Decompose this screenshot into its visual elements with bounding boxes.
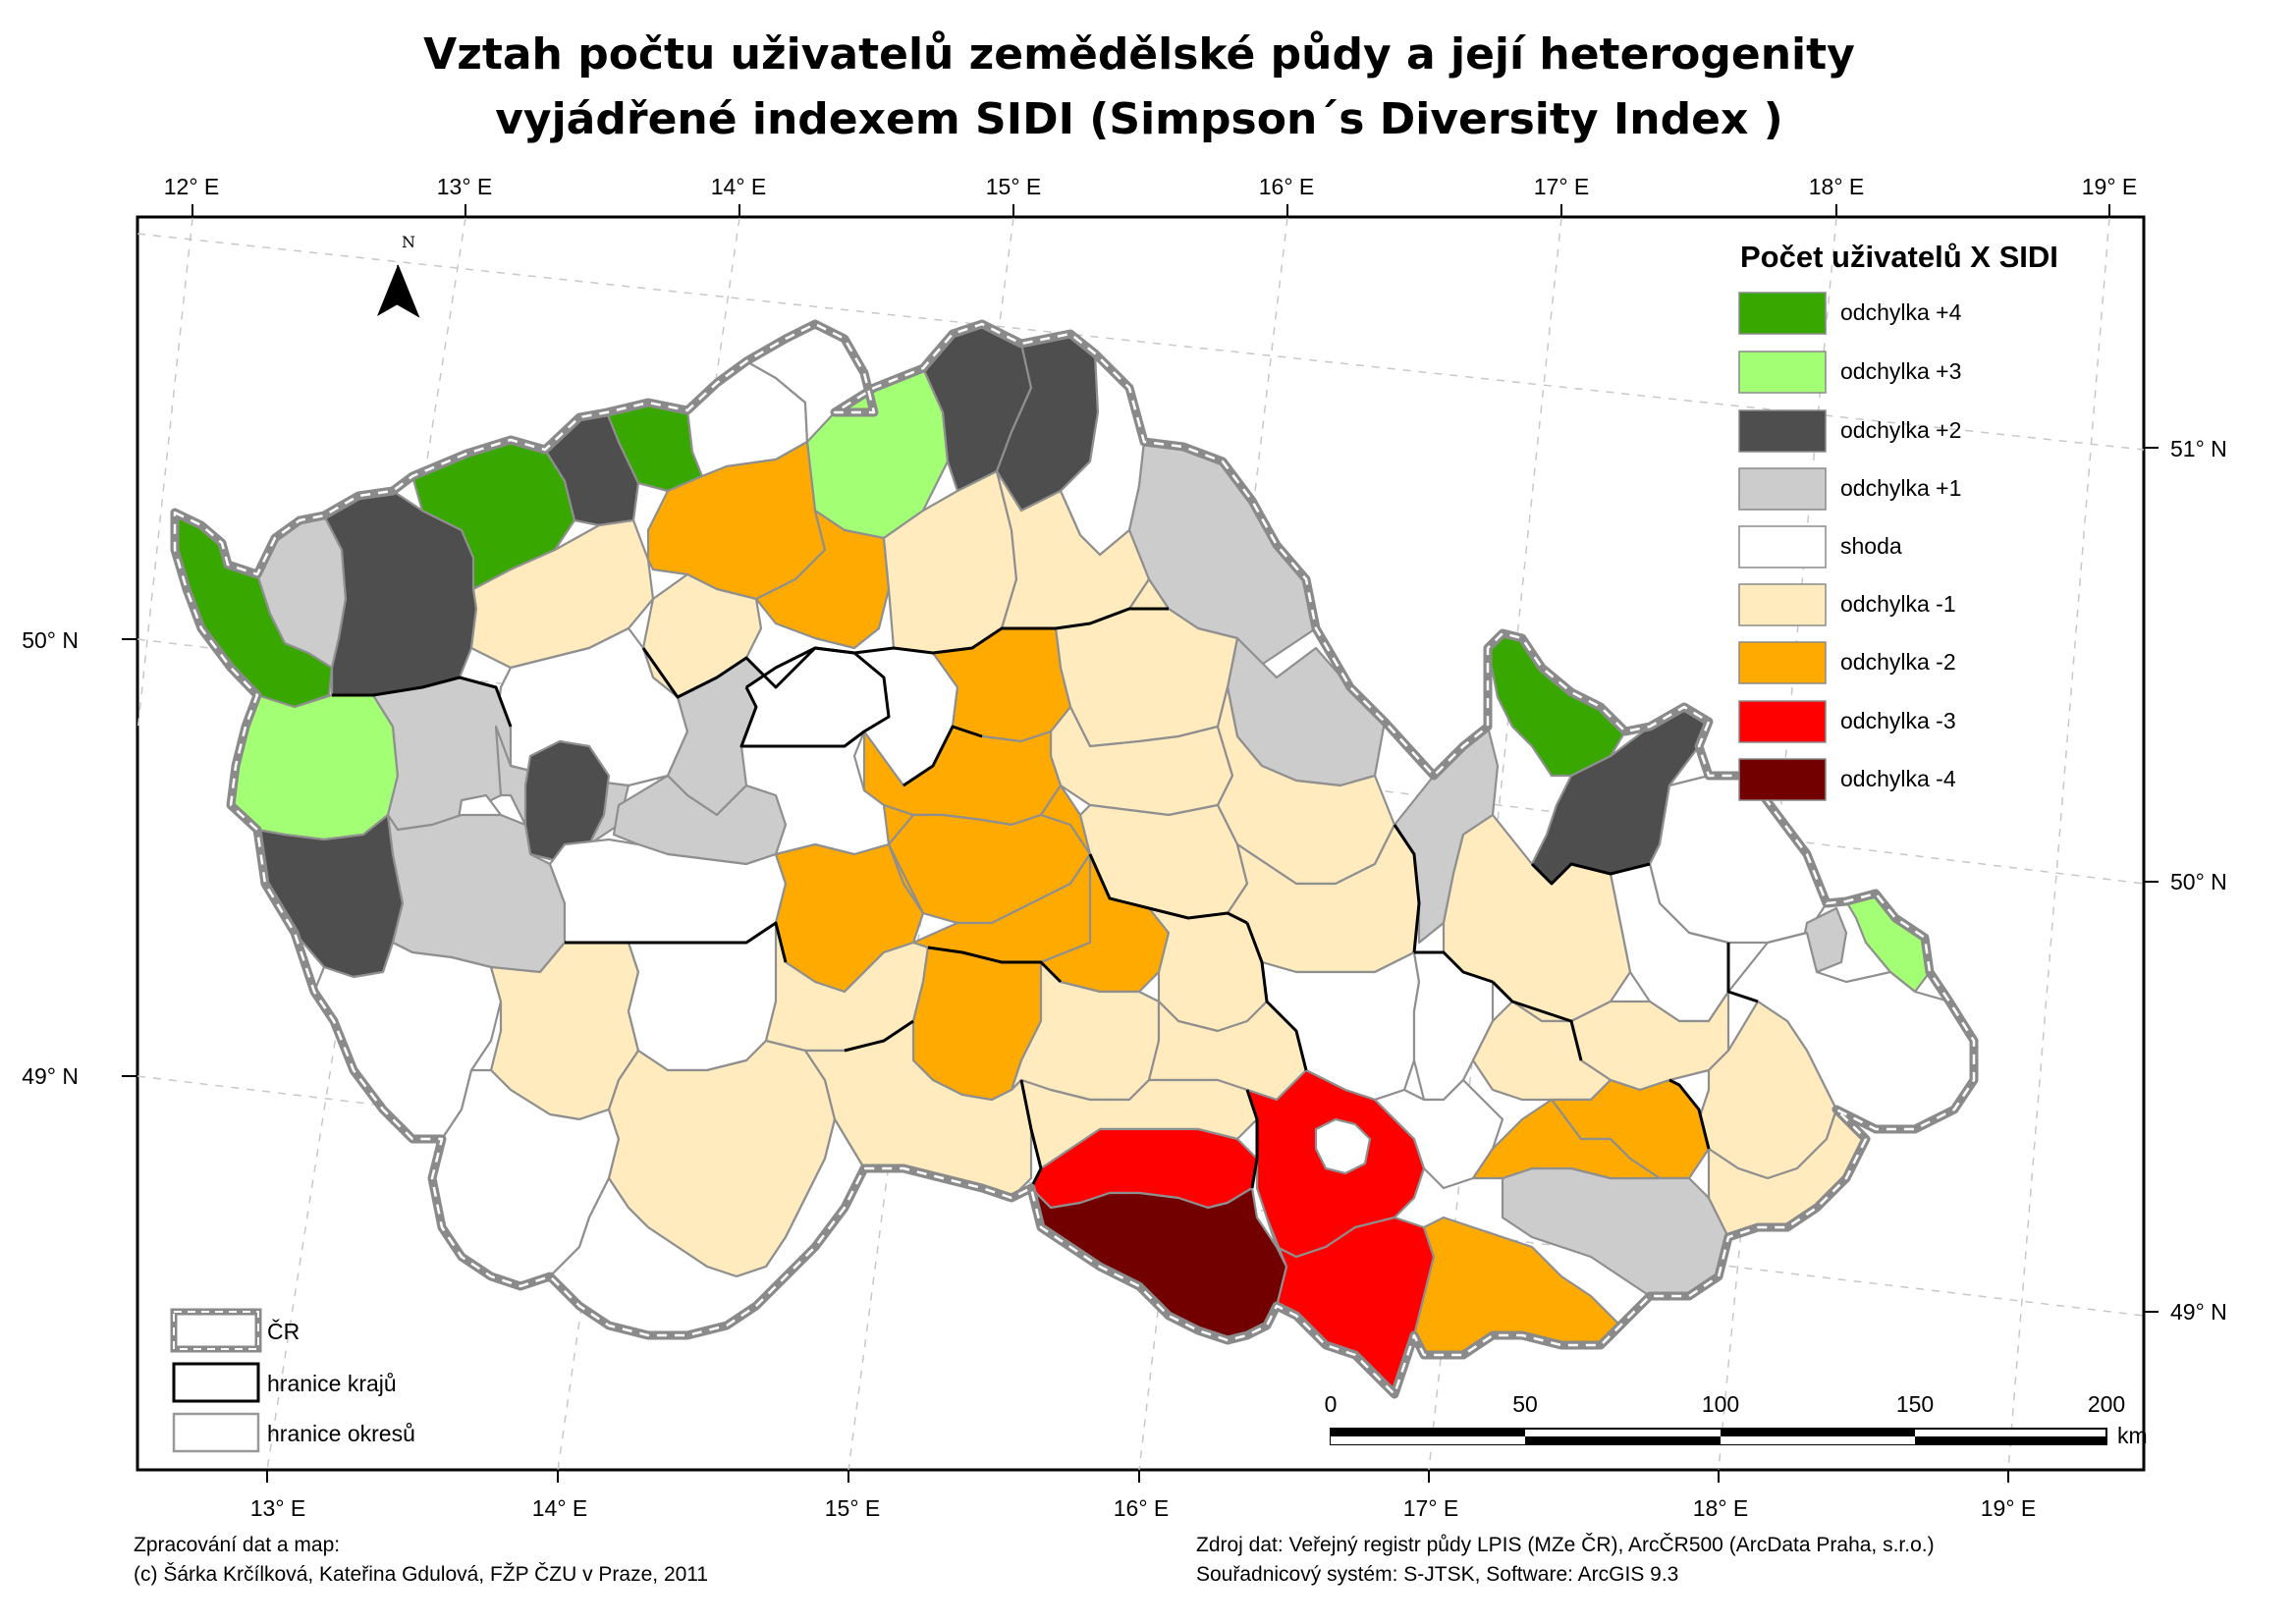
- legend-swatch: [1738, 641, 1827, 684]
- graticule-bottom-label: 14° E: [532, 1495, 588, 1521]
- graticule-top-label: 12° E: [164, 174, 220, 199]
- region-borders: [332, 607, 1759, 1189]
- graticule-top-ticks: [191, 204, 2110, 218]
- graticule-top-label: 17° E: [1534, 174, 1590, 199]
- legend-swatch: [1738, 409, 1827, 453]
- boundary-label-cr: ČR: [267, 1318, 300, 1344]
- footer-left-line2: (c) Šárka Krčílková, Kateřina Gdulová, F…: [134, 1563, 708, 1586]
- graticule-top-label: 16° E: [1259, 174, 1315, 199]
- graticule-bottom-label: 18° E: [1693, 1495, 1749, 1521]
- graticule-left-ticks: [122, 638, 137, 1077]
- graticule-right-label: 51° N: [2170, 436, 2227, 461]
- boundary-swatch-kraje: [172, 1362, 260, 1403]
- north-arrow-label: N: [402, 233, 415, 251]
- graticule-right-label: 50° N: [2170, 869, 2227, 894]
- footer-right-line1: Zdroj dat: Veřejný registr půdy LPIS (MZ…: [1196, 1534, 1935, 1556]
- map-frame: [136, 215, 2146, 1472]
- district-tachov: [229, 693, 400, 841]
- graticule-top-label: 15° E: [986, 174, 1042, 199]
- graticule-bottom-ticks: [266, 1470, 2009, 1483]
- graticule-top-label: 18° E: [1809, 174, 1865, 199]
- legend-label: odchylka -3: [1840, 708, 1956, 733]
- graticule-bottom-label: 13° E: [250, 1495, 306, 1521]
- legend-label: odchylka +2: [1840, 417, 1961, 443]
- legend-swatch: [1738, 525, 1827, 568]
- legend-swatch: [1738, 351, 1827, 394]
- legend-item: shoda: [1738, 525, 1902, 568]
- graticule-left-label: 50° N: [22, 627, 79, 653]
- legend-label: odchylka +1: [1840, 475, 1961, 501]
- legend-item: odchylka -2: [1738, 641, 1956, 684]
- scale-tick-label: 0: [1325, 1391, 1338, 1417]
- legend: Počet uživatelů X SIDI odchylka +4 odchy…: [1738, 240, 2058, 801]
- czech-border-inner: [173, 322, 1976, 1396]
- legend-item: odchylka -3: [1738, 700, 1956, 743]
- graticule-bottom-label: 15° E: [825, 1495, 881, 1521]
- boundary-swatch-okresy: [172, 1412, 260, 1453]
- graticule-bottom-label: 19° E: [1981, 1495, 2037, 1521]
- legend-title: Počet uživatelů X SIDI: [1740, 240, 2058, 274]
- graticule-right-ticks: [2143, 447, 2159, 1313]
- legend-swatch: [1738, 467, 1827, 511]
- graticule-top-label: 13° E: [437, 174, 493, 199]
- district-jesenik: [1486, 631, 1627, 778]
- scale-unit: km: [2117, 1423, 2148, 1448]
- footer-left-line1: Zpracování dat a map:: [134, 1534, 340, 1556]
- district-louny: [469, 518, 655, 670]
- district-ceska-lipa: [754, 509, 891, 650]
- legend-item: odchylka +1: [1738, 467, 1961, 511]
- district-domazlice: [255, 813, 405, 979]
- graticule-left-label: 49° N: [22, 1063, 79, 1089]
- scale-bar: 0 50 100 150 200 km: [1325, 1391, 2148, 1448]
- north-arrow-icon: N: [377, 233, 420, 318]
- district-zlin-east: [1471, 1098, 1662, 1180]
- district-brno-mesto: [1314, 1117, 1372, 1175]
- legend-item: odchylka +2: [1738, 409, 1961, 453]
- graticule-top-label: 14° E: [711, 174, 767, 199]
- scale-tick-label: 50: [1512, 1391, 1538, 1417]
- scale-tick-label: 150: [1896, 1391, 1934, 1417]
- legend-item: odchylka -4: [1738, 758, 1956, 801]
- boundary-legend: ČR hranice krajů hranice okresů: [170, 1308, 415, 1453]
- legend-swatch: [1738, 292, 1827, 335]
- legend-label: shoda: [1840, 533, 1902, 559]
- boundary-swatch-cr: [170, 1308, 262, 1353]
- district-vyskov: [1373, 1078, 1504, 1190]
- legend-swatch: [1738, 700, 1827, 743]
- graticule-right-label: 49° N: [2170, 1299, 2227, 1325]
- legend-label: odchylka +3: [1840, 358, 1961, 384]
- graticule-top-label: 19° E: [2082, 174, 2138, 199]
- legend-label: odchylka -4: [1840, 766, 1956, 791]
- graticule-bottom-label: 16° E: [1114, 1495, 1170, 1521]
- legend-label: odchylka +4: [1840, 299, 1962, 325]
- legend-label: odchylka -2: [1840, 649, 1956, 675]
- boundary-label-okresy: hranice okresů: [267, 1421, 415, 1446]
- legend-item: odchylka -1: [1738, 583, 1956, 626]
- scale-tick-label: 100: [1702, 1391, 1739, 1417]
- footer-right-line2: Souřadnicový systém: S-JTSK, Software: A…: [1196, 1563, 1678, 1586]
- legend-swatch: [1738, 758, 1827, 801]
- scale-tick-label: 200: [2088, 1391, 2125, 1417]
- map-title-line1: Vztah počtu uživatelů zemědělské půdy a …: [423, 29, 1855, 80]
- district-znojmo-south: [1029, 1186, 1288, 1342]
- map-title-line2: vyjádřené indexem SIDI (Simpson´s Divers…: [495, 94, 1783, 144]
- legend-item: odchylka +4: [1738, 292, 1962, 335]
- legend-item: odchylka +3: [1738, 351, 1961, 394]
- graticule-bottom-label: 17° E: [1403, 1495, 1459, 1521]
- boundary-label-kraje: hranice krajů: [267, 1371, 397, 1396]
- legend-swatch: [1738, 583, 1827, 626]
- legend-label: odchylka -1: [1840, 591, 1956, 617]
